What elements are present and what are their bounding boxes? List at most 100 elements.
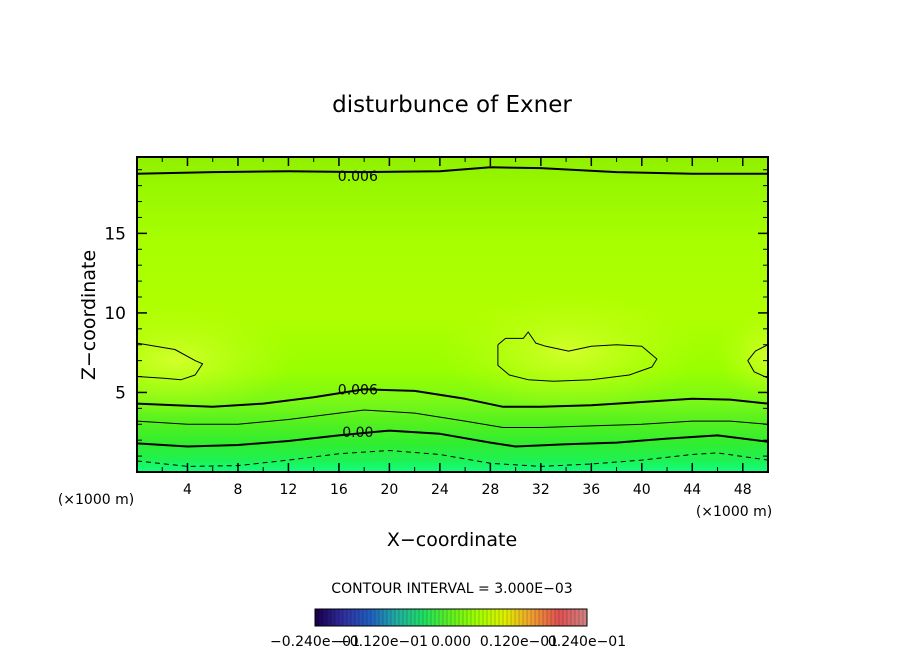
high-region-right [715, 310, 768, 400]
x-ticks: 4 8 12 16 20 24 28 32 36 40 44 48 [161, 157, 752, 498]
colorbar-segment [579, 609, 583, 626]
colorbar-segment [403, 609, 407, 626]
colorbar-segment [339, 609, 343, 626]
x-tick-label-10: 44 [683, 482, 701, 498]
y-tick-label-0: 5 [115, 383, 126, 403]
colorbar-label-0: −0.240e−01 [270, 634, 360, 650]
colorbar-segment [335, 609, 339, 626]
colorbar-segment [423, 609, 427, 626]
colorbar-segment [427, 609, 431, 626]
colorbar-segment [479, 609, 483, 626]
colorbar-segment [359, 609, 363, 626]
contour-line-3 [137, 429, 768, 448]
x-axis-label: X−coordinate [387, 529, 517, 551]
x-unit-right: (×1000 m) [696, 504, 772, 520]
colorbar-segment [395, 609, 399, 626]
contour-labels: 0.006 0.006 0.00 [338, 169, 378, 441]
colorbar-segment [387, 609, 391, 626]
colorbar-segment [363, 609, 367, 626]
plot-frame [136, 156, 769, 473]
colorbar-segment [519, 609, 523, 626]
colorbar-segment [451, 609, 455, 626]
contour-label-0: 0.006 [338, 169, 378, 185]
colorbar-segment [367, 609, 371, 626]
colorbar-labels: −0.240e−01−0.120e−01 0.000 0.120e−010.240e… [270, 634, 626, 650]
contour-lines [137, 166, 768, 467]
colorbar-segment [411, 609, 415, 626]
colorbar-label-2: 0.000 [431, 634, 471, 650]
x-tick-label-11: 48 [734, 482, 752, 498]
colorbar-segment [419, 609, 423, 626]
colorbar-segment [499, 609, 503, 626]
colorbar-segment [375, 609, 379, 626]
x-tick-label-5: 24 [431, 482, 449, 498]
contour-line-7 [747, 344, 768, 379]
x-tick-label-0: 4 [183, 482, 192, 498]
colorbar-segment [371, 609, 375, 626]
colorbar-segment [439, 609, 443, 626]
colorbar-segment [415, 609, 419, 626]
high-region-left [137, 305, 295, 415]
colorbar-segment [575, 609, 579, 626]
contour-line-6 [497, 331, 658, 382]
colorbar-segment [555, 609, 559, 626]
colorbar-segment [443, 609, 447, 626]
colorbar-segment [407, 609, 411, 626]
colorbar-segment [351, 609, 355, 626]
colorbar-segment [567, 609, 571, 626]
colorbar-segment [319, 609, 323, 626]
colorbar-segment [527, 609, 531, 626]
x-tick-label-3: 16 [330, 482, 348, 498]
colorbar-segment [463, 609, 467, 626]
colorbar-segment [515, 609, 519, 626]
colorbar-segment [323, 609, 327, 626]
colorbar-label-1: −0.120e−01 [338, 634, 428, 650]
y-axis-label: Z−coordinate [78, 250, 100, 380]
chart-title: disturbunce of Exner [332, 92, 572, 118]
high-region-center [440, 292, 700, 412]
x-tick-label-1: 8 [233, 482, 242, 498]
colorbar-label-4: 0.240e−01 [548, 634, 626, 650]
colorbar-segment [343, 609, 347, 626]
colorbar-segment [583, 609, 587, 626]
contour-line-0 [137, 166, 768, 175]
contour-label-2: 0.00 [342, 425, 373, 441]
y-ticks: 5 10 15 [104, 169, 768, 457]
contour-interval: CONTOUR INTERVAL = 3.000E−03 [331, 581, 572, 597]
colorbar-segment [459, 609, 463, 626]
contour-line-5 [137, 342, 204, 381]
x-unit-left: (×1000 m) [58, 492, 134, 508]
colorbar-segment [455, 609, 459, 626]
colorbar-segment [475, 609, 479, 626]
colorbar-segment [551, 609, 555, 626]
contour-line-1 [137, 388, 768, 408]
colorbar-segment [543, 609, 547, 626]
colorbar-segment [531, 609, 535, 626]
contour-line-2 [137, 409, 768, 428]
y-tick-label-1: 10 [104, 304, 126, 324]
colorbar-segment [571, 609, 575, 626]
colorbar-segment [503, 609, 507, 626]
colorbar-segment [471, 609, 475, 626]
contour-label-1: 0.006 [338, 382, 378, 398]
colorbar-segment [511, 609, 515, 626]
colorbar-segment [331, 609, 335, 626]
x-tick-label-2: 12 [280, 482, 298, 498]
colorbar-segment [559, 609, 563, 626]
colorbar-segment [399, 609, 403, 626]
colorbar [314, 608, 588, 627]
colorbar-segment [547, 609, 551, 626]
colorbar-segment [435, 609, 439, 626]
colorbar-segment [379, 609, 383, 626]
colorbar-segment [495, 609, 499, 626]
colorbar-segment [563, 609, 567, 626]
x-tick-label-7: 32 [532, 482, 550, 498]
colorbar-segment [483, 609, 487, 626]
x-tick-label-9: 40 [633, 482, 651, 498]
x-tick-label-6: 28 [481, 482, 499, 498]
colorbar-segment [347, 609, 351, 626]
colorbar-segment [355, 609, 359, 626]
colorbar-segment [535, 609, 539, 626]
contour-line-4 [137, 450, 768, 467]
colorbar-segment [431, 609, 435, 626]
